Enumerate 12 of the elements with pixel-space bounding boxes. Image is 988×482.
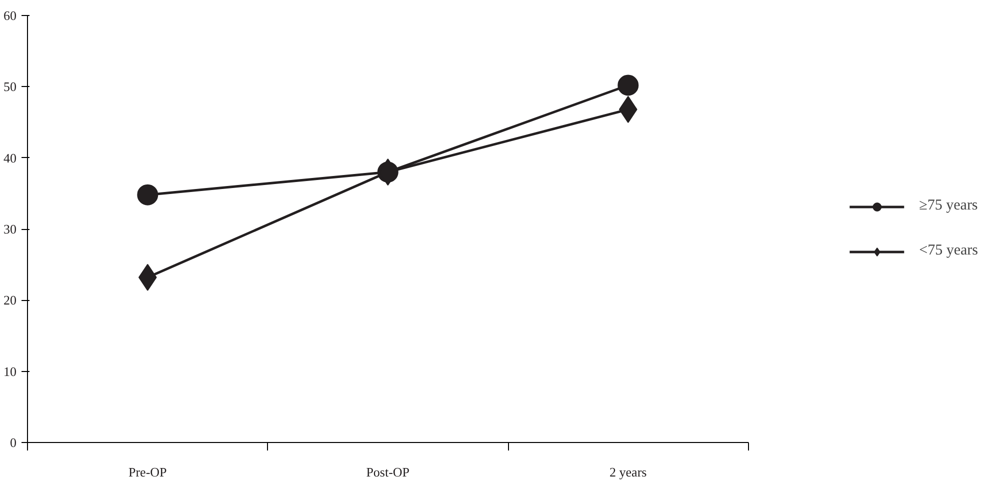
x-tick-label: Pre-OP xyxy=(128,464,167,480)
x-tick-label: Post-OP xyxy=(366,464,410,480)
y-tick-label: 60 xyxy=(4,8,16,23)
y-tick-label: 40 xyxy=(4,150,16,166)
y-tick-label: 10 xyxy=(4,364,16,379)
y-tick-label: 20 xyxy=(4,292,16,308)
y-tick-label: 0 xyxy=(10,435,16,450)
y-tick-label: 30 xyxy=(4,222,16,236)
x-tick-label: 2 years xyxy=(610,464,647,480)
legend-label: <75 years xyxy=(919,242,978,260)
legend-label: ≥75 years xyxy=(919,198,978,214)
y-tick-label: 50 xyxy=(4,79,16,94)
